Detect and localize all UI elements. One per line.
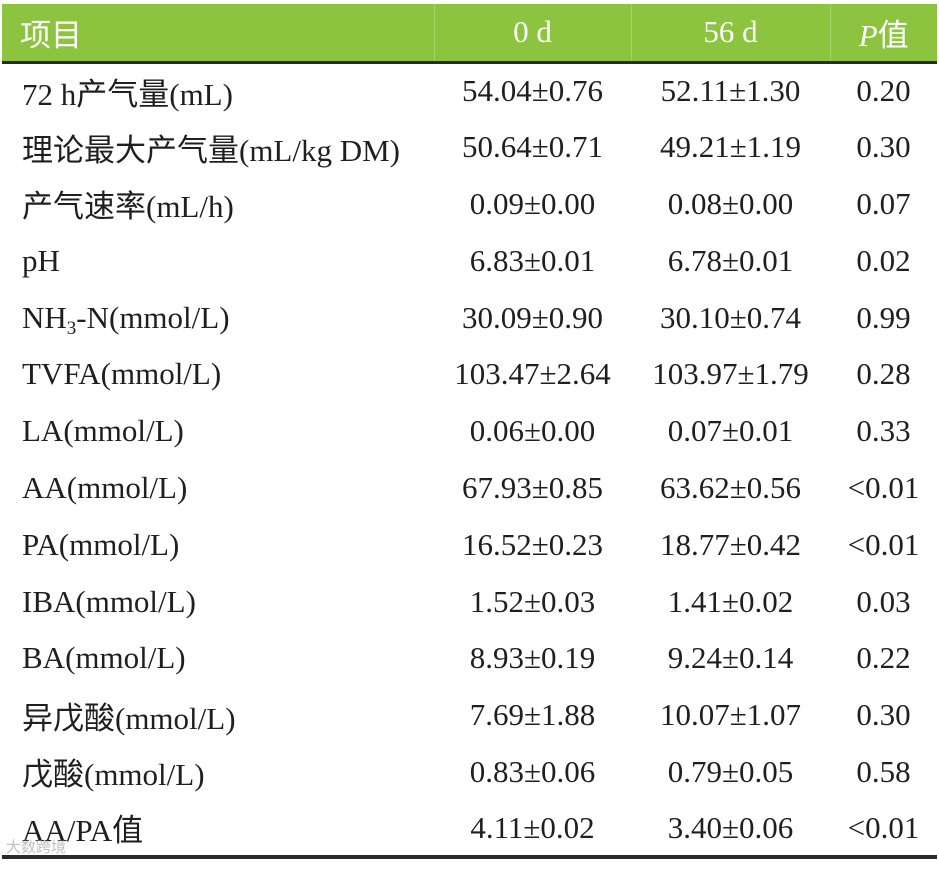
row-day0: 16.52±0.23	[461, 526, 603, 562]
header-day56: 56 d	[631, 4, 831, 64]
watermark: 大数跨境	[6, 838, 67, 856]
row-item: AA(mmol/L)	[22, 469, 188, 505]
header-p-suffix: 值	[877, 17, 909, 53]
row-day56: 30.10±0.74	[659, 299, 801, 335]
row-day56: 0.07±0.01	[667, 413, 794, 449]
row-item: AA/PA值	[2, 800, 434, 860]
table-row: AA(mmol/L) 67.93±0.85 63.62±0.56 <0.01	[2, 460, 937, 517]
row-p: <0.01	[847, 469, 920, 505]
row-item: 戊酸(mmol/L)	[22, 757, 205, 793]
row-day0: 0.06±0.00	[469, 413, 596, 449]
row-p: 0.03	[856, 583, 911, 619]
row-p: 0.28	[856, 356, 911, 392]
row-item: BA(mmol/L)	[22, 640, 186, 676]
row-day56: 49.21±1.19	[659, 129, 801, 165]
row-day0: 67.93±0.85	[461, 469, 603, 505]
row-day56: 63.62±0.56	[659, 469, 801, 505]
table-row: pH 6.83±0.01 6.78±0.01 0.02	[2, 232, 937, 289]
table-row: IBA(mmol/L) 1.52±0.03 1.41±0.02 0.03	[2, 573, 937, 630]
row-day56: 0.08±0.00	[667, 185, 794, 221]
header-item: 项目	[2, 4, 435, 64]
table-row: LA(mmol/L) 0.06±0.00 0.07±0.01 0.33	[2, 403, 937, 460]
table-row: 戊酸(mmol/L) 0.83±0.06 0.79±0.05 0.58	[2, 744, 937, 801]
table-row: PA(mmol/L) 16.52±0.23 18.77±0.42 <0.01	[2, 516, 937, 573]
row-day56: 1.41±0.02	[667, 583, 794, 619]
row-p: 0.20	[856, 73, 911, 109]
row-item: NH3-N(mmol/L)	[2, 289, 434, 346]
row-day0: 1.52±0.03	[469, 583, 596, 619]
row-day56: 18.77±0.42	[659, 526, 801, 562]
row-item: TVFA(mmol/L)	[22, 356, 222, 392]
row-p: 0.33	[856, 413, 911, 449]
row-p: 0.07	[856, 185, 911, 221]
table-row: TVFA(mmol/L) 103.47±2.64 103.97±1.79 0.2…	[2, 346, 937, 403]
row-day0: 4.11±0.02	[434, 800, 631, 860]
row-day0: 50.64±0.71	[461, 129, 603, 165]
row-day0: 7.69±1.88	[469, 697, 596, 733]
row-day0: 0.83±0.06	[469, 753, 596, 789]
header-p-letter: P	[858, 17, 878, 53]
row-p: <0.01	[847, 526, 920, 562]
row-item-suffix: -N(mmol/L)	[76, 299, 230, 335]
table-row: 产气速率(mL/h) 0.09±0.00 0.08±0.00 0.07	[2, 176, 937, 233]
table-row: 72 h产气量(mL) 54.04±0.76 52.11±1.30 0.20	[2, 62, 937, 119]
row-day56: 52.11±1.30	[660, 73, 801, 109]
row-p: <0.01	[830, 800, 937, 860]
row-day0: 103.47±2.64	[454, 356, 611, 392]
header-row: 项目 0 d 56 d P值	[2, 4, 937, 64]
table-row: AA/PA值 4.11±0.02 3.40±0.06 <0.01	[2, 800, 937, 860]
row-p: 0.30	[856, 129, 911, 165]
table-row: 异戊酸(mmol/L) 7.69±1.88 10.07±1.07 0.30	[2, 687, 937, 744]
row-item: pH	[22, 242, 60, 278]
row-item-subscript: 3	[66, 317, 77, 339]
row-item: IBA(mmol/L)	[22, 583, 196, 619]
row-item: 产气速率(mL/h)	[22, 189, 234, 225]
row-item-prefix: NH	[22, 299, 67, 335]
row-day0: 0.09±0.00	[469, 185, 596, 221]
row-p: 0.99	[856, 299, 911, 335]
row-p: 0.22	[856, 640, 911, 676]
row-p: 0.02	[856, 242, 911, 278]
row-day0: 8.93±0.19	[469, 640, 596, 676]
row-item: PA(mmol/L)	[22, 526, 180, 562]
row-day0: 54.04±0.76	[461, 73, 603, 109]
row-item: 72 h产气量(mL)	[22, 76, 233, 112]
row-day56: 3.40±0.06	[631, 800, 830, 860]
row-p: 0.30	[856, 697, 911, 733]
header-day0: 0 d	[434, 4, 632, 64]
row-item: LA(mmol/L)	[22, 413, 184, 449]
header-p-value: P值	[830, 4, 937, 64]
row-item: 异戊酸(mmol/L)	[22, 700, 236, 736]
row-day56: 0.79±0.05	[667, 753, 794, 789]
row-day56: 103.97±1.79	[652, 356, 809, 392]
row-day56: 10.07±1.07	[659, 697, 801, 733]
row-day56: 6.78±0.01	[667, 242, 794, 278]
table-row: 理论最大产气量(mL/kg DM) 50.64±0.71 49.21±1.19 …	[2, 119, 937, 176]
row-day56: 9.24±0.14	[667, 640, 794, 676]
row-p: 0.58	[856, 753, 911, 789]
row-item: 理论最大产气量(mL/kg DM)	[22, 132, 401, 168]
data-table: 项目 0 d 56 d P值 72 h产气量(mL) 54.04±0.76 52…	[2, 4, 937, 860]
row-day0: 6.83±0.01	[469, 242, 596, 278]
table-row: BA(mmol/L) 8.93±0.19 9.24±0.14 0.22	[2, 630, 937, 687]
row-day0: 30.09±0.90	[461, 299, 603, 335]
table-row: NH3-N(mmol/L) 30.09±0.90 30.10±0.74 0.99	[2, 289, 937, 346]
